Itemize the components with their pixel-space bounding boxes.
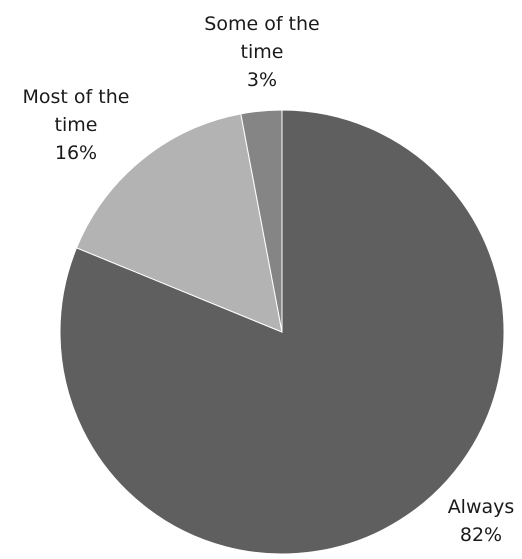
- slice-percent-label: 82%: [460, 524, 502, 546]
- slice-label-2: Some of the time 3%: [204, 13, 319, 91]
- slice-label-0: Always 82%: [448, 496, 515, 546]
- slice-labels: Always 82% Most of the time 16% Some of the ti…: [23, 13, 515, 546]
- slice-percent-label: 3%: [247, 69, 277, 91]
- slice-category-label: time: [241, 41, 284, 63]
- pie-slices: [59, 109, 505, 555]
- slice-category-label: time: [55, 114, 98, 136]
- pie-slice-1: [75, 113, 283, 333]
- pie-slice-2: [240, 109, 283, 333]
- slice-category-label: Most of the: [23, 86, 130, 108]
- slice-label-1: Most of the time 16%: [23, 86, 130, 164]
- slice-percent-label: 16%: [55, 142, 97, 164]
- slice-category-label: Some of the: [204, 13, 319, 35]
- pie-slice-0: [59, 109, 505, 555]
- slice-category-label: Always: [448, 496, 515, 518]
